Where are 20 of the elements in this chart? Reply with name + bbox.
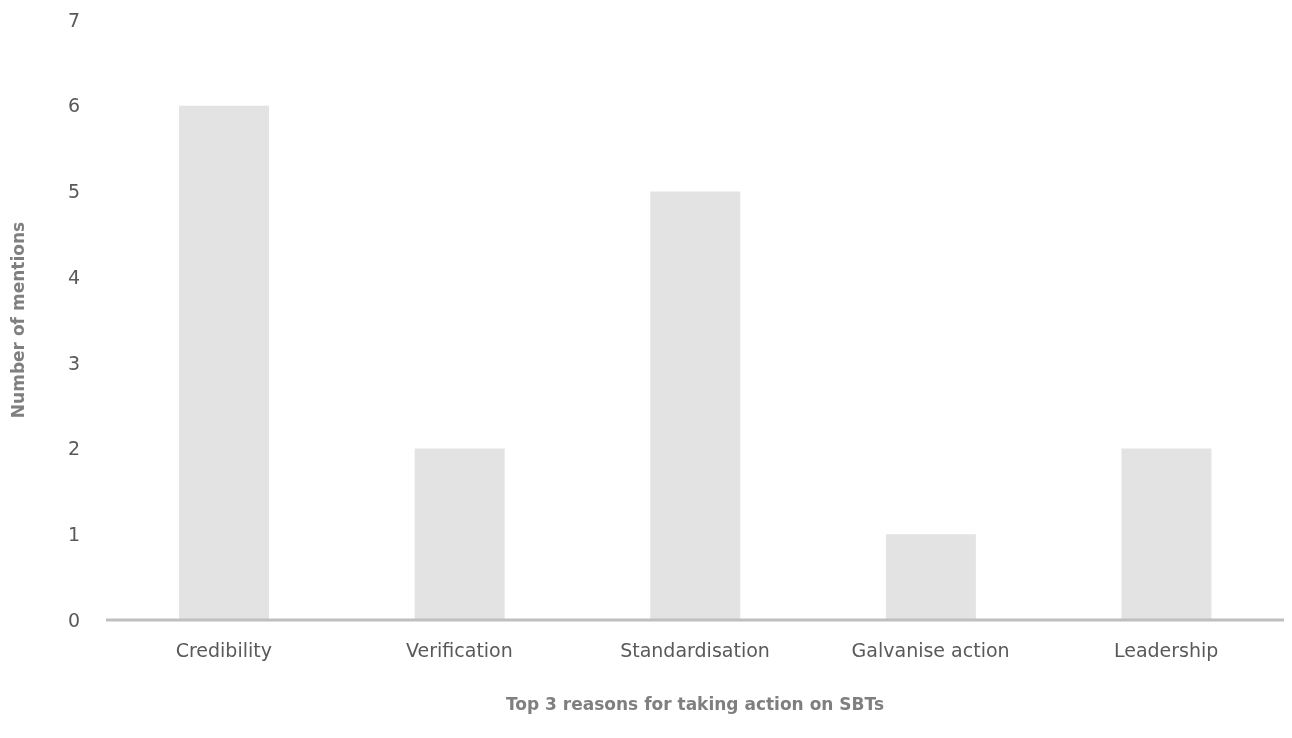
y-tick-label: 3 [67,351,80,374]
bar [179,105,270,620]
x-tick-label: Credibility [175,639,272,662]
bar [885,534,976,620]
y-axis-title: Number of mentions [8,221,29,419]
x-tick-label: Verification [406,639,513,662]
y-tick-label: 5 [67,180,80,203]
bar [650,191,741,620]
x-tick-label: Leadership [1113,639,1219,662]
y-tick-label: 2 [67,437,80,460]
y-tick-label: 1 [67,523,80,546]
y-tick-label: 6 [67,94,80,117]
y-tick-label: 0 [67,608,80,631]
x-tick-label: Galvanise action [851,639,1010,662]
x-axis-title: Top 3 reasons for taking action on SBTs [505,694,885,714]
y-tick-label: 4 [67,265,80,288]
bar [1121,448,1212,620]
x-tick-label: Standardisation [620,639,770,662]
y-tick-label: 7 [67,8,80,31]
bar [414,448,505,620]
